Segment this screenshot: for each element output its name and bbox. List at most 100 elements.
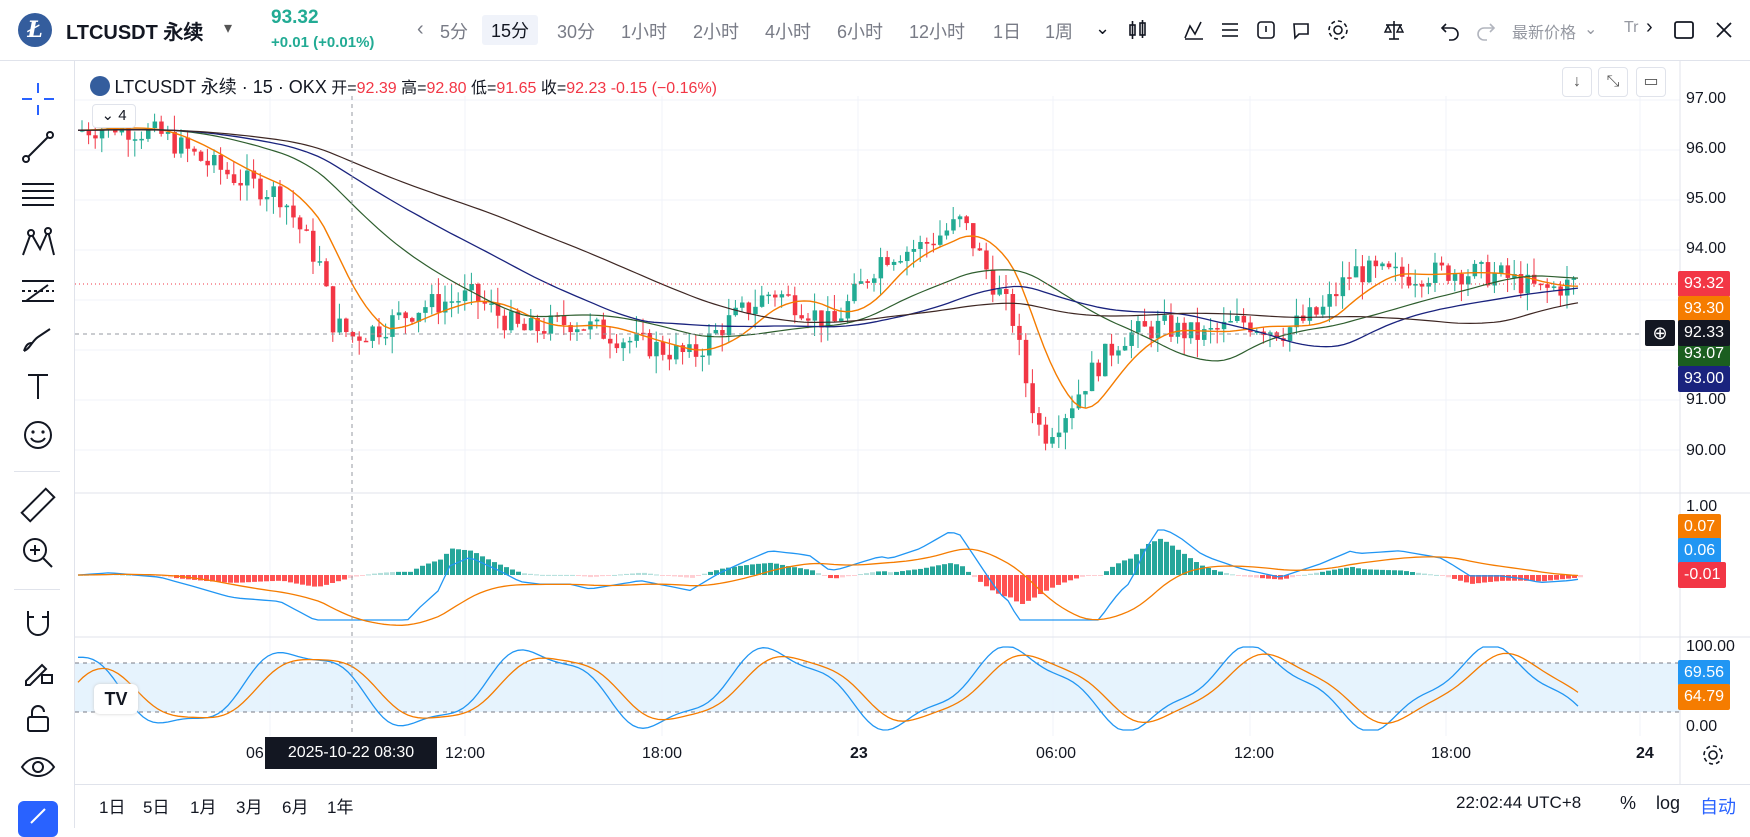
range-1y[interactable]: 1年 bbox=[327, 798, 354, 817]
macd-hist-bar bbox=[792, 567, 797, 575]
tf-12h[interactable]: 12小时 bbox=[909, 22, 966, 42]
indicators-icon[interactable] bbox=[1182, 18, 1206, 42]
candle-body bbox=[1056, 432, 1062, 438]
macd-hist-bar bbox=[414, 568, 419, 575]
close-icon[interactable] bbox=[1712, 18, 1736, 42]
legend-close-label: 收= bbox=[540, 80, 567, 97]
macd-hist-bar bbox=[1104, 571, 1109, 575]
forecast-icon[interactable] bbox=[18, 271, 58, 311]
macd-hist-bar bbox=[984, 575, 989, 587]
replay-icon[interactable] bbox=[1290, 18, 1314, 42]
tf-2h[interactable]: 2小时 bbox=[693, 22, 740, 42]
candle-body bbox=[1070, 408, 1075, 419]
undo-icon[interactable] bbox=[1438, 18, 1462, 42]
emoji-icon[interactable] bbox=[18, 415, 58, 455]
collapse-pane-icon[interactable]: ⤡ bbox=[1598, 67, 1628, 97]
tf-30m[interactable]: 30分 bbox=[557, 22, 596, 42]
candle-body bbox=[687, 344, 692, 353]
template-list-icon[interactable] bbox=[1218, 18, 1242, 42]
price-type-select[interactable]: 最新价格 bbox=[1512, 25, 1577, 42]
candle-body bbox=[1373, 260, 1379, 267]
symbol-name[interactable]: LTCUSDT 永续 bbox=[66, 22, 204, 44]
unlock-icon[interactable] bbox=[18, 699, 58, 739]
percent-toggle[interactable]: % bbox=[1620, 793, 1637, 813]
range-6m[interactable]: 6月 bbox=[282, 798, 309, 817]
tf-5m[interactable]: 5分 bbox=[440, 22, 469, 42]
macd-hist-bar bbox=[804, 569, 809, 575]
brush-icon[interactable] bbox=[18, 319, 58, 359]
candle-body bbox=[1433, 262, 1438, 283]
tradingview-logo[interactable]: TV bbox=[94, 684, 138, 714]
tf-15m[interactable]: 15分 bbox=[482, 15, 539, 45]
gear-icon[interactable] bbox=[1326, 18, 1350, 42]
pattern-icon[interactable] bbox=[18, 223, 58, 263]
macd-hist-bar bbox=[1218, 571, 1223, 575]
tf-6h[interactable]: 6小时 bbox=[837, 22, 884, 42]
candle-body bbox=[1472, 263, 1478, 277]
candle-body bbox=[1162, 315, 1167, 321]
fullscreen-icon[interactable] bbox=[1672, 18, 1696, 42]
chevron-down-icon[interactable]: ▾ bbox=[224, 20, 233, 37]
stoch-tick: 100.00 bbox=[1686, 638, 1735, 655]
candle-body bbox=[726, 315, 732, 336]
candle-body bbox=[1413, 283, 1418, 286]
auto-scale-toggle[interactable]: 自动 bbox=[1700, 797, 1736, 817]
indicator-collapse-button[interactable]: ⌄ 4 bbox=[92, 104, 136, 128]
log-toggle[interactable]: log bbox=[1656, 793, 1681, 813]
macd-hist-bar bbox=[150, 575, 155, 576]
stoch-k-line bbox=[78, 646, 1579, 731]
macd-hist-bar bbox=[1350, 566, 1355, 575]
candle-body bbox=[1334, 294, 1339, 297]
lock-drawings-icon[interactable] bbox=[18, 651, 58, 691]
range-1m[interactable]: 1月 bbox=[190, 798, 217, 817]
macd-hist-bar bbox=[1386, 570, 1391, 575]
tf-dropdown-icon[interactable]: ⌄ bbox=[1095, 18, 1111, 38]
tf-4h[interactable]: 4小时 bbox=[765, 22, 812, 42]
macd-hist-bar bbox=[336, 575, 341, 582]
gear-icon[interactable] bbox=[1701, 743, 1725, 767]
alert-icon[interactable] bbox=[1254, 18, 1278, 42]
eye-icon[interactable] bbox=[18, 747, 58, 787]
candle-body bbox=[1360, 266, 1365, 283]
macd-hist-bar bbox=[420, 565, 425, 575]
crosshair-icon[interactable] bbox=[18, 79, 58, 119]
macd-hist-bar bbox=[234, 575, 239, 583]
macd-hist-bar bbox=[852, 575, 857, 576]
fib-lines-icon[interactable] bbox=[18, 175, 58, 215]
trend-line-icon[interactable] bbox=[18, 127, 58, 167]
clock-timezone[interactable]: 22:02:44 UTC+8 bbox=[1456, 793, 1582, 812]
ruler-icon[interactable] bbox=[18, 485, 58, 525]
macd-hist-bar bbox=[1296, 575, 1301, 576]
macd-hist-bar bbox=[888, 572, 893, 575]
macd-hist-bar bbox=[930, 566, 935, 575]
macd-hist-bar bbox=[594, 575, 599, 577]
magnet-icon[interactable] bbox=[18, 603, 58, 643]
range-3m[interactable]: 3月 bbox=[236, 798, 263, 817]
trade-button[interactable]: Tr bbox=[1624, 19, 1639, 36]
tf-1d[interactable]: 1日 bbox=[993, 22, 1022, 42]
legend-title[interactable]: LTCUSDT 永续 · 15 · OKX bbox=[114, 77, 327, 97]
range-1d[interactable]: 1日 bbox=[99, 798, 126, 817]
scroll-left-icon[interactable]: ‹ bbox=[417, 18, 424, 40]
zoom-in-icon[interactable] bbox=[18, 533, 58, 573]
add-alert-plus-icon[interactable]: ⊕ bbox=[1645, 320, 1675, 346]
price-tick: 94.00 bbox=[1686, 240, 1727, 257]
macd-hist-bar bbox=[1002, 575, 1007, 597]
candle-type-icon[interactable] bbox=[1126, 18, 1150, 42]
candle-body bbox=[614, 343, 620, 349]
macd-hist-bar bbox=[1026, 575, 1031, 601]
macd-hist-bar bbox=[672, 575, 677, 577]
candle-body bbox=[311, 230, 316, 262]
price-type-chevron-icon[interactable]: ⌄ bbox=[1584, 21, 1598, 38]
download-icon[interactable]: ↓ bbox=[1562, 67, 1592, 97]
compare-scale-icon[interactable] bbox=[1382, 18, 1406, 42]
macd-hist-bar bbox=[216, 575, 221, 582]
tf-1h[interactable]: 1小时 bbox=[621, 22, 668, 42]
tf-1w[interactable]: 1周 bbox=[1045, 22, 1074, 42]
redo-icon[interactable] bbox=[1474, 18, 1498, 42]
text-icon[interactable] bbox=[18, 367, 58, 407]
scroll-right-icon[interactable]: › bbox=[1646, 16, 1653, 38]
range-5d[interactable]: 5日 bbox=[143, 798, 170, 817]
maximize-pane-icon[interactable]: ▭ bbox=[1636, 67, 1666, 97]
